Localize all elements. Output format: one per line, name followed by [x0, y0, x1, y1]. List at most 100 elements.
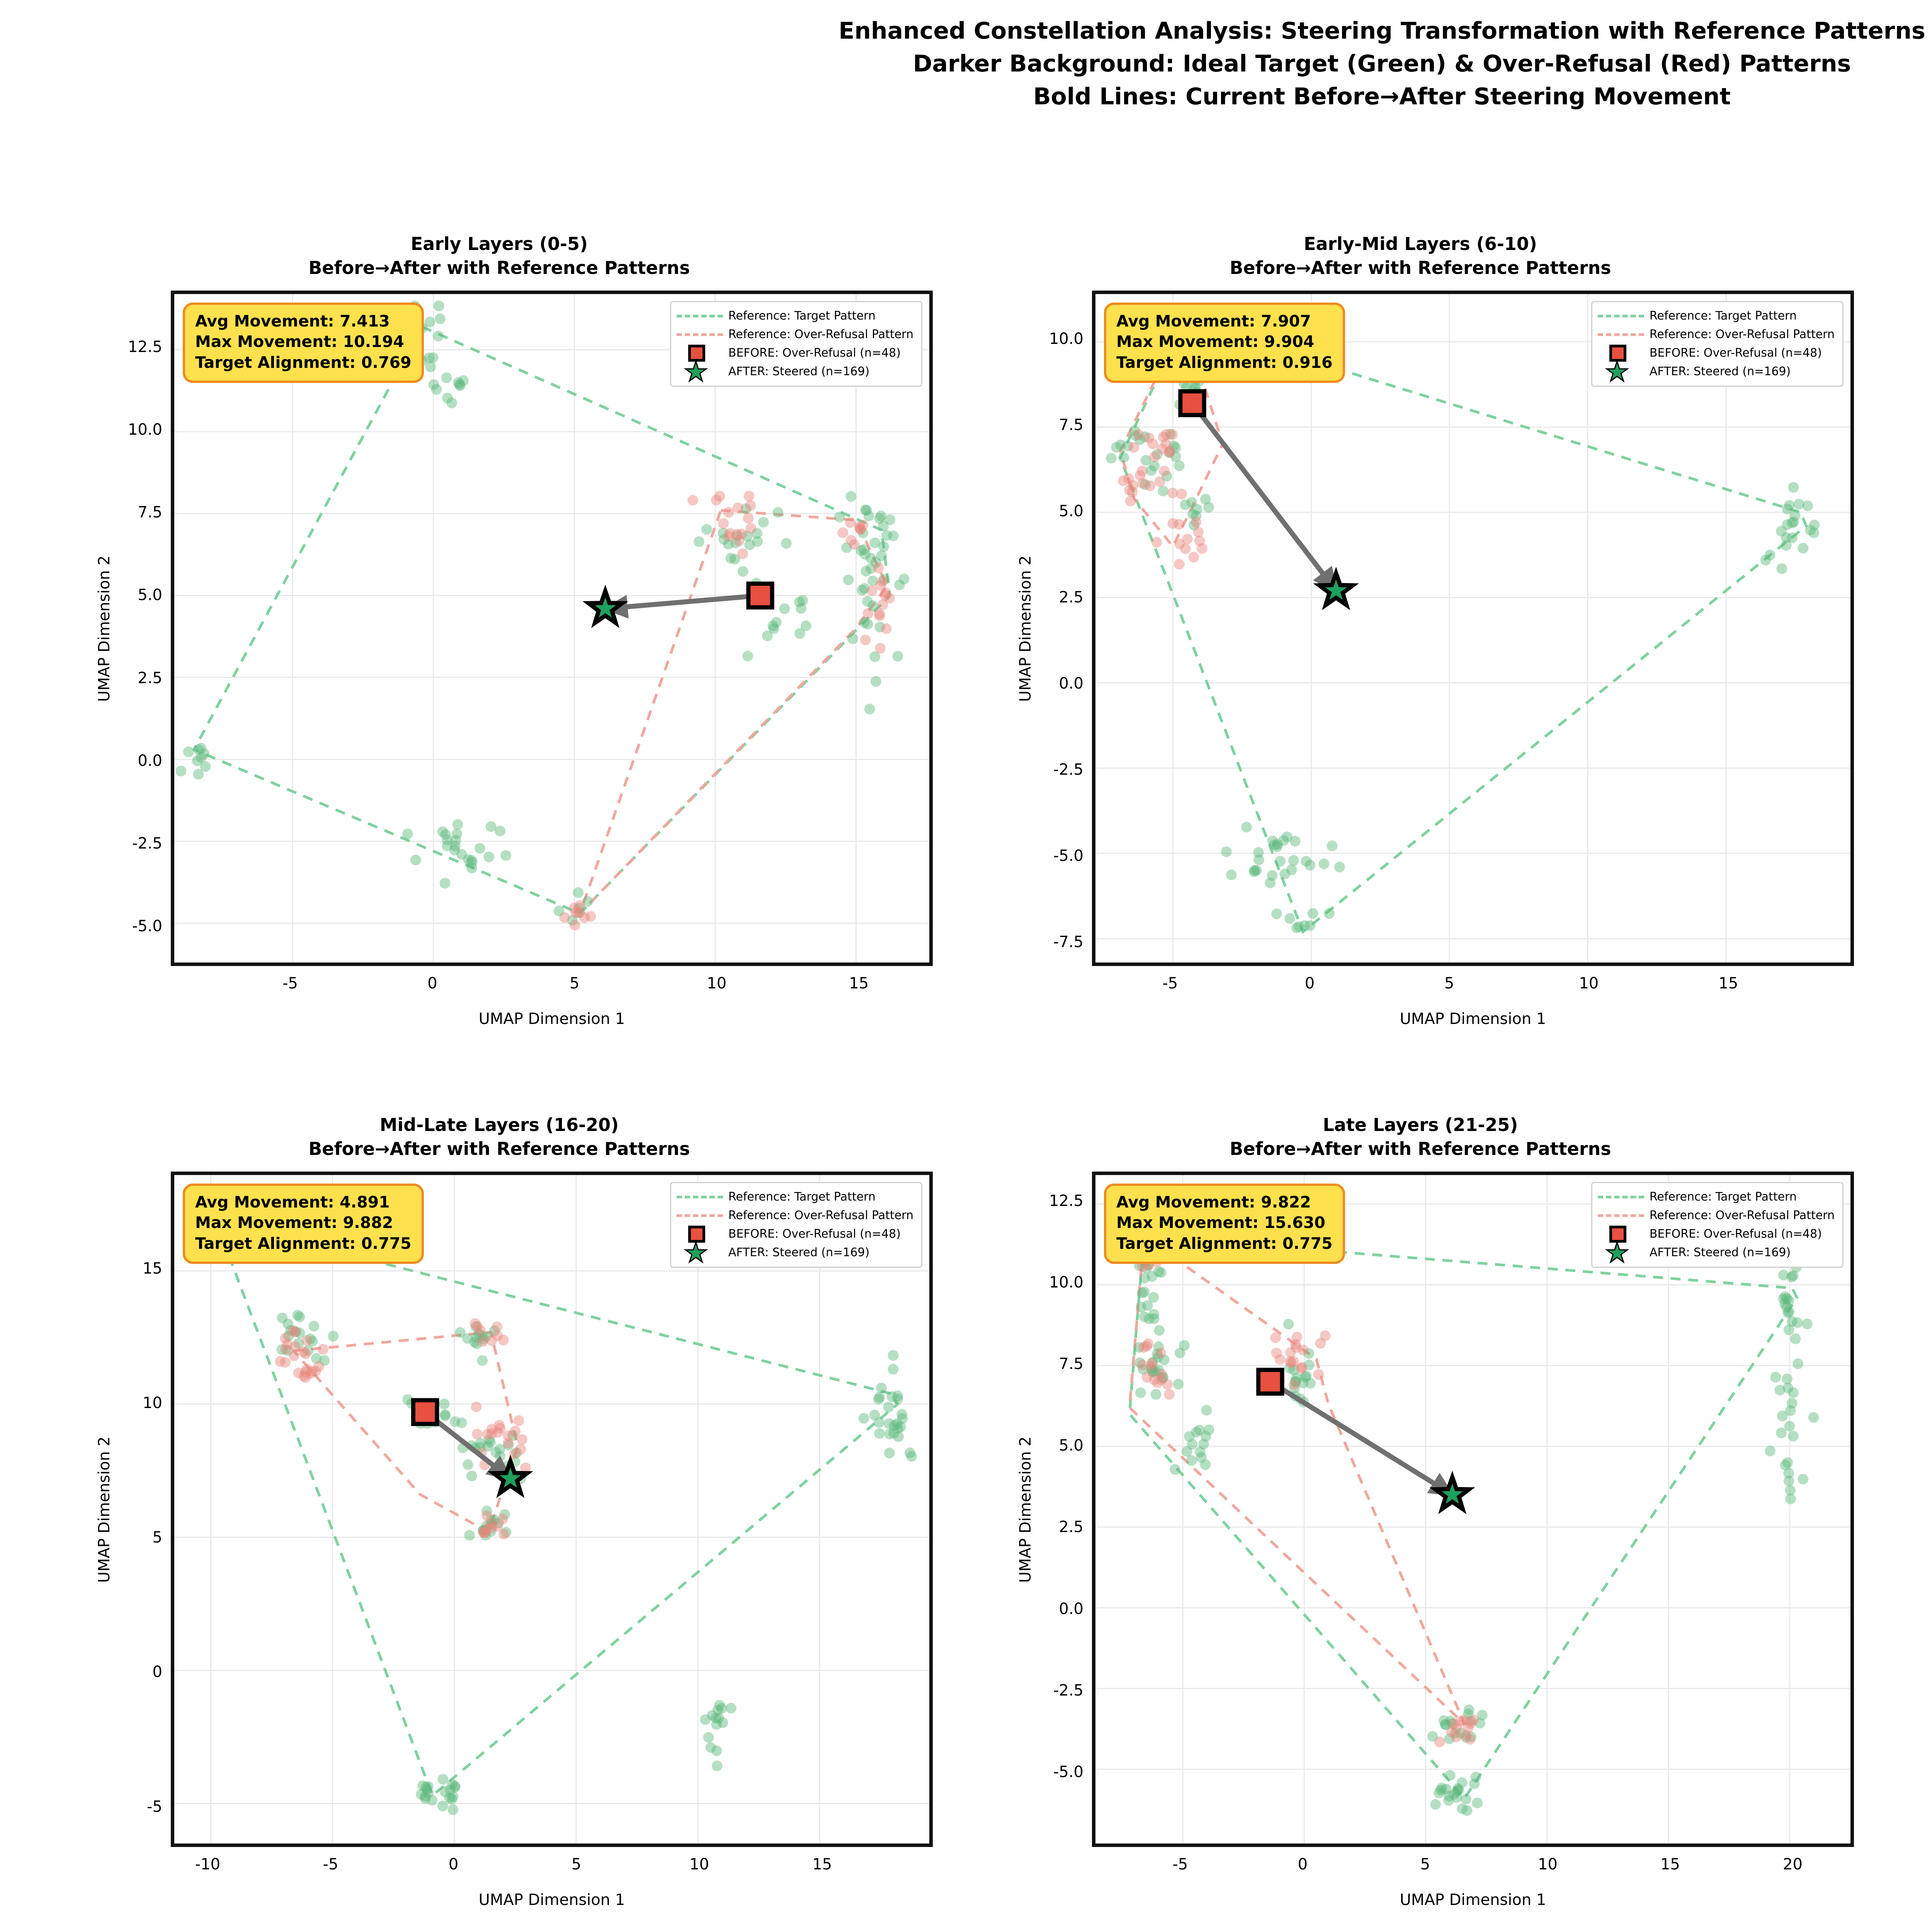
panel-title-main: Final Layers (26-30) — [1901, 1113, 1932, 1137]
y-tick-label: 0.0 — [1059, 674, 1083, 692]
y-tick-label: 5.0 — [138, 586, 162, 604]
before-marker — [1178, 389, 1206, 417]
stats-avg-movement: Avg Movement: 9.822 — [1116, 1193, 1311, 1211]
after-star-icon: ★ — [685, 359, 707, 385]
x-axis-label: UMAP Dimension 1 — [1400, 1891, 1546, 1909]
y-tick-label: -2.5 — [132, 834, 162, 852]
legend-key — [676, 1189, 723, 1205]
legend: Reference: Target Pattern Reference: Over… — [1591, 301, 1844, 387]
plot-area: Avg Movement: 9.822 Max Movement: 15.630 T… — [1092, 1172, 1854, 1847]
y-tick-label: 0 — [152, 1663, 162, 1681]
stats-box: Avg Movement: 7.907 Max Movement: 9.904 Ta… — [1104, 303, 1345, 383]
over-refusal-dash-icon — [676, 1214, 723, 1217]
gridlines — [174, 1175, 929, 1844]
suptitle-line-2: Darker Background: Ideal Target (Green) … — [913, 50, 1851, 78]
panel-title: Mid Layers (11-15)Before→After with Refe… — [1901, 232, 1932, 280]
y-axis-label-wrap: UMAP Dimension 2 — [1017, 291, 1040, 967]
panel-title-sub: Before→After with Reference Patterns — [1230, 1138, 1611, 1160]
hull-over-refusal-pattern — [578, 509, 889, 915]
stats-max-movement: Max Movement: 9.882 — [195, 1213, 393, 1232]
legend-key — [1597, 327, 1644, 342]
scatter-canvas — [174, 1175, 929, 1844]
panel-title: Early Layers (0-5) Before→After with Refe… — [59, 232, 940, 280]
x-tick-label: 0 — [1298, 1855, 1308, 1873]
gridlines — [174, 294, 929, 963]
legend-item: Reference: Target Pattern — [1597, 1188, 1835, 1206]
legend-key — [1597, 308, 1644, 324]
stats-box: Avg Movement: 7.413 Max Movement: 10.194 T… — [183, 303, 424, 383]
y-tick-label: 10.0 — [1049, 330, 1083, 348]
after-star-icon: ★ — [1606, 359, 1628, 385]
x-tick-label: 0 — [448, 1855, 459, 1873]
x-tick-label: -5 — [1172, 1855, 1188, 1873]
x-tick-label: -10 — [195, 1855, 221, 1873]
panel-mid: Mid Layers (11-15)Before→After with Refe… — [1901, 232, 1932, 1055]
x-tick-label: 15 — [1718, 975, 1738, 992]
panel-late: Late Layers (21-25) Before→After with Ref… — [980, 1113, 1861, 1932]
x-axis-label: UMAP Dimension 1 — [1400, 1010, 1546, 1028]
legend-key — [676, 327, 723, 342]
over-refusal-dash-icon — [1597, 333, 1644, 336]
points-target-reference — [175, 300, 910, 926]
legend-item: BEFORE: Over-Refusal (n=48) — [677, 1225, 913, 1243]
target-pattern-dash-icon — [1597, 315, 1644, 318]
stats-box: Avg Movement: 9.822 Max Movement: 15.630 T… — [1104, 1184, 1345, 1264]
legend-label: Reference: Target Pattern — [1649, 1190, 1797, 1204]
panel-title-main: Mid Layers (11-15) — [1901, 232, 1932, 256]
target-pattern-dash-icon — [676, 1196, 723, 1199]
after-star-icon: ★ — [685, 1240, 707, 1266]
plot-area: Avg Movement: 7.413 Max Movement: 10.194 T… — [171, 291, 933, 966]
legend-item: ★ AFTER: Steered (n=169) — [677, 359, 913, 385]
y-tick-label: 10 — [143, 1394, 162, 1412]
y-tick-label: 7.5 — [1059, 416, 1083, 434]
x-tick-label: 10 — [707, 975, 727, 992]
panel-title-sub: Before→After with Reference Patterns — [1901, 1137, 1932, 1161]
x-tick-label: 15 — [849, 975, 869, 992]
legend-key — [676, 308, 723, 324]
steering-movement-arrow — [1269, 1379, 1455, 1497]
y-tick-label: -2.5 — [1053, 1681, 1083, 1699]
legend-key — [1597, 1208, 1644, 1223]
y-tick-label: 7.5 — [1059, 1355, 1083, 1373]
x-tick-label: -5 — [1162, 975, 1178, 992]
x-tick-label: 5 — [1444, 975, 1454, 992]
y-tick-label: 2.5 — [1059, 1518, 1083, 1536]
legend-key — [1598, 345, 1644, 362]
legend-key: ★ — [677, 1240, 723, 1266]
points-over-refusal-reference — [1116, 1232, 1479, 1747]
scatter-canvas — [1095, 294, 1850, 963]
scatter-canvas — [174, 294, 929, 963]
suptitle-line-3: Bold Lines: Current Before→After Steerin… — [1033, 83, 1731, 111]
legend-label: AFTER: Steered (n=169) — [1649, 364, 1791, 378]
figure-suptitle: Enhanced Constellation Analysis: Steerin… — [0, 15, 1932, 114]
before-marker — [1256, 1367, 1284, 1396]
over-refusal-dash-icon — [676, 333, 723, 336]
legend-label: BEFORE: Over-Refusal (n=48) — [728, 346, 901, 360]
panel-title-sub: Before→After with Reference Patterns — [1230, 257, 1611, 279]
stats-avg-movement: Avg Movement: 7.907 — [1116, 312, 1311, 330]
panel-title: Early-Mid Layers (6-10) Before→After with… — [980, 232, 1861, 280]
plot-area: Avg Movement: 7.907 Max Movement: 9.904 Ta… — [1092, 291, 1854, 966]
steering-movement-arrow — [603, 593, 761, 619]
stats-target-alignment: Target Alignment: 0.769 — [195, 353, 412, 372]
x-tick-label: 10 — [689, 1855, 709, 1873]
panel-title-main: Early Layers (0-5) — [410, 233, 588, 254]
legend: Reference: Target Pattern Reference: Over… — [670, 301, 922, 387]
before-marker — [411, 1398, 439, 1426]
panel-final: Final Layers (26-30)Before→After with Re… — [1901, 1113, 1932, 1932]
legend-label: Reference: Target Pattern — [1649, 309, 1797, 323]
target-pattern-dash-icon — [676, 315, 723, 318]
steering-movement-arrow — [423, 1410, 512, 1481]
legend-label: Reference: Over-Refusal Pattern — [1649, 1208, 1835, 1222]
before-square-icon — [1609, 345, 1626, 362]
x-tick-label: 5 — [570, 975, 580, 992]
plot-area: Avg Movement: 4.891 Max Movement: 9.882 Ta… — [171, 1172, 933, 1847]
hull-over-refusal-pattern — [1128, 1235, 1466, 1725]
over-refusal-dash-icon — [1597, 1214, 1644, 1217]
hull-target-pattern — [192, 325, 891, 915]
stats-avg-movement: Avg Movement: 7.413 — [195, 312, 390, 330]
points-over-refusal-reference — [275, 1318, 531, 1540]
x-tick-label: 10 — [1579, 975, 1599, 992]
before-square-icon — [688, 345, 705, 362]
x-tick-label: 5 — [571, 1855, 582, 1873]
